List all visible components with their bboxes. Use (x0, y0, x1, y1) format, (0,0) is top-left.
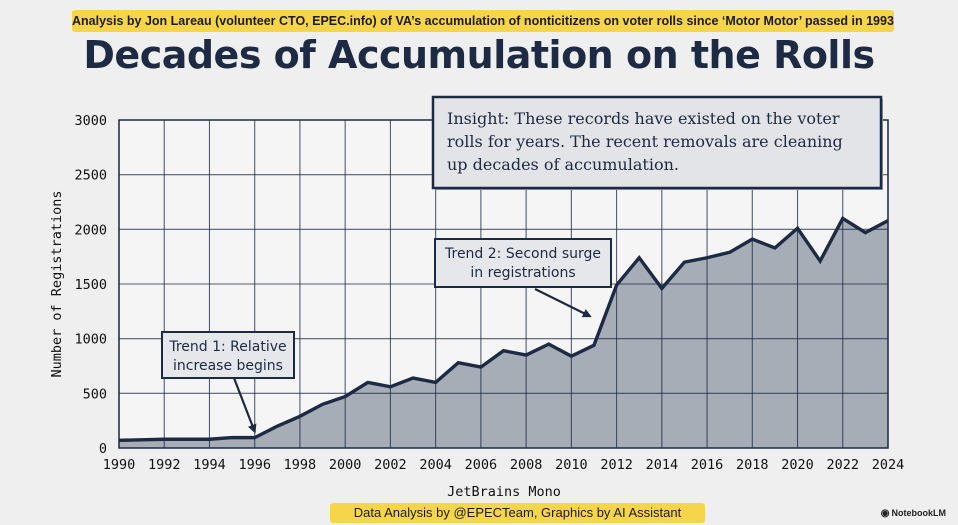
insight-text-line: Insight: These records have existed on t… (447, 109, 840, 128)
series-line (118, 215, 889, 443)
y-tick-label: 0 (99, 441, 107, 457)
insight-box (431, 95, 883, 190)
insight-text-line: rolls for years. The recent removals are… (447, 132, 843, 151)
trend-1-label: increase begins (173, 358, 283, 374)
y-tick-label: 1000 (74, 332, 107, 348)
page-title: Decades of Accumulation on the Rolls (83, 33, 875, 77)
trend-1-box (161, 331, 295, 379)
insight-text-line: up decades of accumulation. (447, 155, 679, 174)
y-tick-label: 2000 (74, 222, 107, 238)
notebooklm-brand: ◉ NotebookLM (881, 508, 946, 519)
notebooklm-logo-icon: ◉ (880, 508, 890, 519)
x-tick-label: 2010 (555, 457, 588, 473)
x-tick-label: 2008 (510, 457, 543, 473)
trend-2-box (434, 238, 612, 288)
x-tick-label: 2022 (827, 457, 860, 473)
x-tick-label: 1990 (103, 457, 136, 473)
x-tick-label: 2014 (646, 457, 679, 473)
x-tick-label: 2020 (781, 457, 814, 473)
x-tick-label: 2016 (691, 457, 724, 473)
x-axis-label: JetBrains Mono (447, 484, 561, 500)
x-tick-label: 1996 (238, 457, 271, 473)
x-tick-label: 2018 (736, 457, 769, 473)
y-tick-label: 2500 (74, 168, 107, 184)
series-area-fill (119, 218, 888, 448)
x-tick-label: 1998 (284, 457, 317, 473)
trend-1-label: Trend 1: Relative (168, 339, 286, 355)
y-axis-label: Number of Registrations (49, 191, 65, 378)
x-tick-label: 1992 (148, 457, 181, 473)
trend-2-label: Trend 2: Second surge (444, 246, 601, 262)
trend-1-arrow (232, 377, 257, 434)
y-tick-label: 1500 (74, 277, 107, 293)
analysis-credit-banner: Analysis by Jon Lareau (volunteer CTO, E… (72, 10, 894, 32)
y-tick-label: 500 (83, 386, 107, 402)
x-tick-label: 2012 (600, 457, 633, 473)
trend-2-label: in registrations (470, 265, 575, 281)
x-tick-label: 2006 (465, 457, 498, 473)
x-tick-label: 2000 (329, 457, 362, 473)
brand-label: NotebookLM (891, 508, 947, 518)
trend-2-arrow (534, 288, 592, 318)
x-tick-label: 2024 (872, 457, 905, 473)
x-tick-label: 1994 (193, 457, 226, 473)
x-tick-label: 2004 (419, 457, 452, 473)
data-credit-banner: Data Analysis by @EPECTeam, Graphics by … (330, 503, 705, 523)
y-tick-label: 3000 (74, 113, 107, 129)
x-tick-label: 2002 (374, 457, 407, 473)
